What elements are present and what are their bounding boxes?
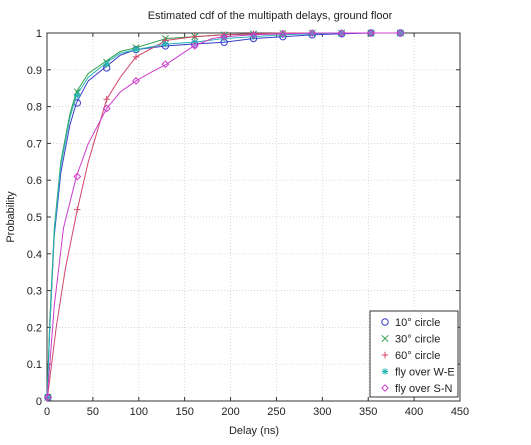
y-tick-label: 0.4 <box>27 249 42 261</box>
legend-marker <box>381 368 389 375</box>
data-point <box>396 29 405 37</box>
y-tick-label: 0.9 <box>27 65 42 77</box>
legend-entry: 10° circle <box>381 317 440 329</box>
data-point <box>161 60 170 69</box>
x-tick-label: 250 <box>267 406 285 418</box>
y-tick-label: 0.2 <box>27 322 42 334</box>
x-axis-label: Delay (ns) <box>229 425 279 437</box>
y-tick-label: 0.3 <box>27 286 42 298</box>
data-point <box>308 29 317 37</box>
legend-entry: 60° circle <box>381 350 440 362</box>
y-tick-label: 0.6 <box>27 175 42 187</box>
legend-label: fly over S-N <box>395 383 453 395</box>
data-point <box>190 41 199 50</box>
x-tick-label: 100 <box>130 406 148 418</box>
x-tick-label: 450 <box>451 406 469 418</box>
data-point <box>249 30 258 39</box>
y-tick-label: 0.5 <box>27 212 42 224</box>
data-point <box>191 33 198 40</box>
legend-entry: 30° circle <box>381 334 440 346</box>
legend-marker <box>381 384 389 392</box>
axis-ticks: 0 50 100 150 200 250 300 350 400 450 0 0.1 0.2 0.3 0.4… <box>27 28 469 418</box>
data-point <box>103 96 110 103</box>
data-point <box>162 40 169 48</box>
legend-label: 60° circle <box>395 350 440 362</box>
data-point <box>337 29 346 37</box>
data-point <box>132 76 140 85</box>
legend-entry: fly over W-E <box>381 367 455 379</box>
y-tick-label: 0.1 <box>27 359 42 371</box>
chart-title: Estimated cdf of the multipath delays, g… <box>148 10 393 22</box>
data-point <box>132 46 140 53</box>
data-point <box>278 29 287 38</box>
x-tick-label: 400 <box>405 406 423 418</box>
data-point <box>132 53 140 61</box>
series-line <box>46 32 402 402</box>
data-point <box>74 92 81 99</box>
x-tick-label: 350 <box>359 406 377 418</box>
data-point <box>73 172 82 181</box>
legend-marker <box>381 351 389 359</box>
x-tick-label: 50 <box>87 406 99 418</box>
data-point <box>74 206 81 213</box>
data-point <box>102 104 111 113</box>
y-axis-label: Probability <box>5 191 17 243</box>
series-5 <box>44 29 405 402</box>
data-point <box>367 29 375 37</box>
y-tick-label: 0 <box>36 396 42 408</box>
legend-entry: fly over S-N <box>381 383 453 395</box>
x-tick-label: 150 <box>175 406 193 418</box>
y-tick-label: 0.7 <box>27 138 42 150</box>
legend-marker <box>381 334 389 343</box>
y-tick-label: 0.8 <box>27 102 42 114</box>
data-point <box>103 61 110 68</box>
data-point <box>220 32 229 41</box>
legend: 10° circle 30° circle 60° circle fly over W… <box>369 310 459 398</box>
legend-label: fly over W-E <box>395 367 455 379</box>
series-layer <box>44 29 405 402</box>
x-tick-label: 200 <box>221 406 239 418</box>
legend-label: 30° circle <box>395 334 440 346</box>
y-tick-label: 1 <box>36 28 42 40</box>
x-tick-label: 300 <box>313 406 331 418</box>
legend-marker <box>381 318 389 326</box>
grid <box>47 33 460 401</box>
legend-label: 10° circle <box>395 317 440 329</box>
data-point <box>44 393 52 402</box>
x-tick-label: 0 <box>44 406 50 418</box>
